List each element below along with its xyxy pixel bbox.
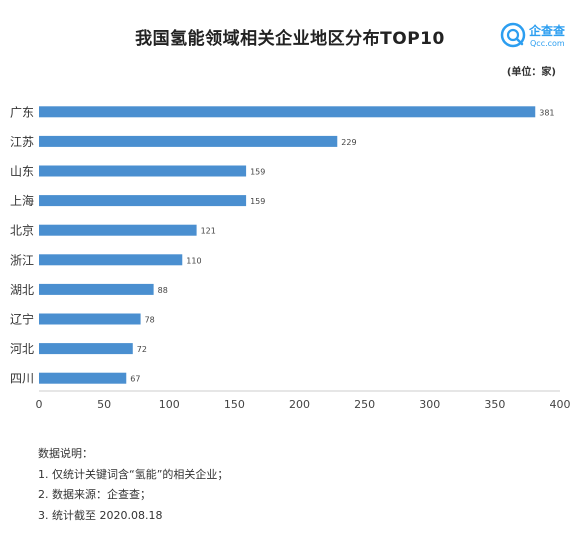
- logo-name: 企查查: [529, 24, 566, 38]
- data-label-4: 159: [250, 197, 265, 206]
- note-item-1: 1. 仅统计关键词含“氢能”的相关企业；: [38, 467, 229, 481]
- x-tick-label-350: 350: [484, 398, 505, 411]
- bar-7: [39, 283, 154, 295]
- bar-9: [39, 343, 133, 355]
- x-tick-label-0: 0: [36, 398, 43, 411]
- bar-8: [39, 313, 141, 325]
- bar-5: [39, 224, 197, 236]
- data-label-8: 78: [145, 316, 155, 325]
- category-label-6: 浙江: [10, 253, 34, 267]
- unit-label: (单位：家): [506, 67, 556, 78]
- note-item-3: 3. 统计截至 2020.08.18: [38, 508, 163, 522]
- x-tick-label-150: 150: [224, 398, 245, 411]
- qcc-logo-icon: [500, 22, 526, 48]
- bar-chart: 广东 381 江苏 229 山东 159 上海 159 北京 121 浙江 110 湖北 88 辽宁 78 河北…: [10, 105, 571, 411]
- bar-10: [39, 372, 127, 384]
- bar-1: [39, 106, 536, 118]
- x-tick-label-300: 300: [419, 398, 440, 411]
- data-label-5: 121: [201, 227, 216, 236]
- category-label-8: 辽宁: [10, 312, 34, 327]
- x-tick-label-400: 400: [550, 398, 571, 411]
- bar-2: [39, 135, 338, 147]
- category-label-5: 北京: [10, 224, 34, 238]
- x-tick-label-100: 100: [159, 398, 180, 411]
- category-label-9: 河北: [10, 342, 34, 356]
- category-label-4: 上海: [10, 193, 34, 208]
- data-label-9: 72: [137, 345, 147, 354]
- x-tick-label-250: 250: [354, 398, 375, 411]
- data-label-2: 229: [341, 138, 356, 147]
- bar-4: [39, 195, 247, 207]
- category-label-7: 湖北: [10, 282, 34, 297]
- category-label-10: 四川: [10, 372, 34, 386]
- x-tick-label-50: 50: [97, 398, 111, 411]
- data-notes: 数据说明： 1. 仅统计关键词含“氢能”的相关企业； 2. 数据来源：企查查； …: [38, 444, 228, 526]
- data-label-10: 67: [130, 375, 140, 384]
- x-tick-label-200: 200: [289, 398, 310, 411]
- bar-6: [39, 254, 183, 266]
- data-label-1: 381: [539, 108, 554, 117]
- notes-heading: 数据说明：: [38, 447, 93, 460]
- brand-logo: 企查查 Qcc.com: [500, 20, 575, 54]
- bar-3: [39, 165, 247, 177]
- data-label-6: 110: [186, 256, 201, 265]
- data-label-3: 159: [250, 168, 265, 177]
- category-label-3: 山东: [10, 165, 34, 179]
- category-label-1: 广东: [10, 105, 34, 119]
- chart-title: 我国氢能领域相关企业地区分布TOP10: [135, 29, 445, 49]
- logo-sub: Qcc.com: [530, 39, 565, 48]
- data-label-7: 88: [158, 286, 168, 295]
- note-item-2: 2. 数据来源：企查查；: [38, 488, 151, 501]
- category-label-2: 江苏: [10, 135, 34, 149]
